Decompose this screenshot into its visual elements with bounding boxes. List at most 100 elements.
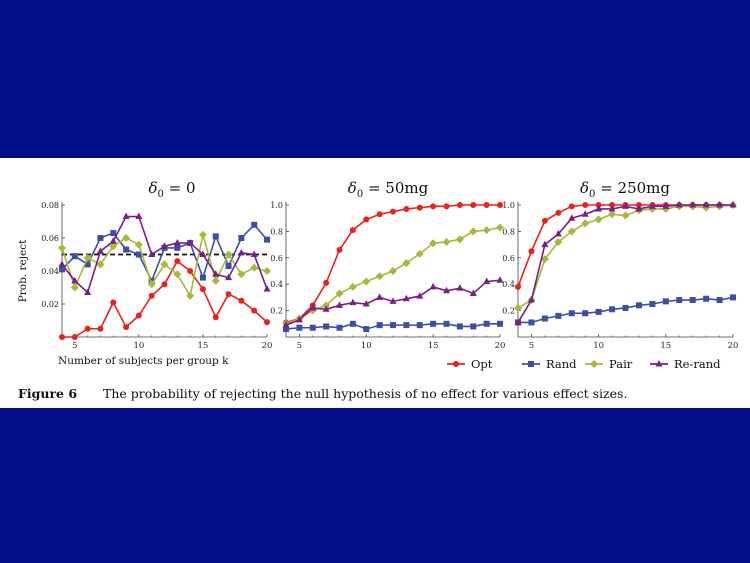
y-tick-label: 0.2 (502, 307, 515, 316)
re-rand-point-5 (122, 212, 130, 220)
re-rand-point-0 (58, 260, 66, 267)
pair-point-8 (621, 211, 630, 220)
y-tick-label: 0.06 (41, 234, 59, 243)
rand-point-1 (71, 253, 78, 260)
title-rest: = 250mg (595, 179, 670, 197)
rand-point-7 (376, 322, 383, 329)
re-rand-point-11 (662, 202, 670, 209)
rand-point-15 (716, 297, 723, 304)
rand-point-0 (59, 266, 65, 273)
re-rand-point-9 (402, 294, 410, 302)
re-rand-point-12 (212, 270, 220, 277)
pair-point-7 (608, 210, 617, 219)
rand-point-14 (703, 295, 710, 302)
re-rand-point-16 (263, 285, 271, 292)
rand-point-4 (110, 230, 117, 237)
pair-point-4 (567, 227, 576, 236)
title-rest: = 0 (164, 179, 196, 197)
series-rand (283, 320, 503, 333)
series-line-rand (61, 223, 268, 283)
rand-point-13 (689, 297, 696, 304)
x-tick-label: 10 (133, 341, 144, 351)
x-tick-label: 10 (361, 341, 372, 351)
re-rand-point-7 (608, 204, 616, 212)
re-rand-point-14 (237, 248, 245, 256)
pair-point-4 (109, 242, 118, 251)
opt-point-10 (416, 204, 423, 211)
re-rand-point-16 (496, 276, 504, 283)
re-rand-point-10 (648, 202, 656, 209)
re-rand-point-15 (483, 277, 491, 285)
re-rand-point-legend (655, 360, 663, 367)
opt-point-9 (403, 205, 410, 212)
re-rand-point-7 (148, 250, 156, 257)
rand-point-8 (390, 322, 396, 329)
pair-point-1 (70, 283, 79, 292)
pair-point-10 (415, 249, 424, 258)
pair-point-5 (581, 219, 590, 228)
re-rand-point-5 (581, 210, 589, 217)
series-re-rand (58, 212, 271, 295)
re-rand-point-10 (186, 238, 194, 246)
re-rand-point-13 (225, 273, 233, 281)
pair-point-9 (402, 259, 411, 268)
re-rand-point-11 (199, 250, 207, 257)
opt-point-1 (71, 334, 78, 340)
rand-point-0 (283, 326, 289, 333)
rand-point-6 (595, 308, 602, 315)
re-rand-point-2 (84, 288, 92, 295)
rand-point-15 (483, 320, 490, 327)
x-tick-label: 20 (728, 341, 739, 351)
y-tick-label: 0.2 (270, 307, 283, 316)
rand-point-16 (264, 236, 270, 243)
rand-point-6 (363, 326, 370, 333)
opt-point-7 (148, 292, 155, 299)
pair-point-16 (496, 223, 504, 232)
re-rand-point-1 (527, 296, 535, 303)
pair-point-2 (540, 255, 549, 264)
series-opt (59, 258, 270, 340)
x-tick-label: 5 (297, 341, 302, 351)
y-tick-label: 0.4 (502, 280, 515, 289)
re-rand-point-8 (622, 202, 629, 209)
x-tick-label: 20 (262, 341, 273, 351)
opt-point-6 (363, 216, 370, 223)
re-rand-point-2 (309, 303, 317, 311)
re-rand-point-0 (514, 318, 522, 325)
x-tick-label: 10 (593, 341, 604, 351)
rand-point-9 (403, 322, 410, 329)
opt-point-1 (528, 248, 535, 255)
pair-point-2 (83, 253, 92, 262)
opt-point-10 (187, 268, 194, 274)
re-rand-point-2 (541, 240, 549, 248)
pair-point-6 (134, 240, 143, 249)
figure-caption: Figure 6 The probability of rejecting the… (18, 386, 627, 401)
re-rand-point-3 (322, 305, 330, 312)
opt-point-14 (470, 202, 477, 208)
rand-point-9 (635, 302, 642, 309)
rand-point-5 (582, 310, 589, 317)
rand-point-11 (662, 298, 669, 305)
pair-point-4 (335, 289, 344, 298)
title-subscript: 0 (357, 189, 363, 200)
re-rand-point-16 (729, 201, 737, 208)
chart-title: δ0 = 50mg (348, 179, 429, 200)
pair-point-8 (160, 260, 169, 269)
opt-point-3 (97, 325, 104, 332)
re-rand-point-13 (689, 201, 697, 208)
pair-point-6 (594, 215, 603, 224)
re-rand-point-8 (389, 297, 397, 304)
series-re-rand (514, 201, 737, 325)
pair-point-5 (122, 234, 131, 242)
opt-point-14 (238, 297, 245, 304)
opt-point-16 (497, 202, 503, 208)
rand-point-10 (416, 322, 423, 329)
re-rand-point-0 (282, 321, 290, 328)
legend-label-opt: Opt (471, 357, 493, 371)
rand-point-6 (135, 251, 142, 258)
opt-point-8 (390, 208, 396, 215)
y-tick-label: 0.8 (270, 227, 283, 236)
opt-point-legend (453, 361, 459, 367)
rand-point-4 (336, 324, 343, 331)
opt-point-15 (483, 202, 490, 208)
